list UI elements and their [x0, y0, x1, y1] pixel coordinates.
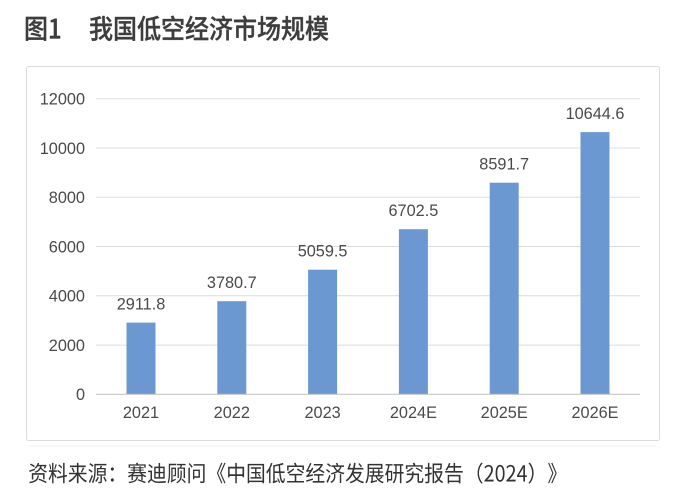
svg-text:2021: 2021 [123, 404, 159, 422]
svg-text:4000: 4000 [49, 288, 85, 306]
svg-text:5059.5: 5059.5 [298, 243, 348, 261]
svg-text:2026E: 2026E [571, 404, 618, 422]
svg-text:8591.7: 8591.7 [479, 156, 529, 174]
svg-text:2025E: 2025E [481, 404, 528, 422]
svg-text:2023: 2023 [304, 404, 340, 422]
svg-text:8000: 8000 [49, 189, 85, 207]
svg-text:10644.6: 10644.6 [566, 105, 625, 123]
svg-text:3780.7: 3780.7 [207, 274, 257, 292]
svg-text:2024E: 2024E [390, 404, 437, 422]
svg-text:2000: 2000 [49, 337, 85, 355]
svg-text:2911.8: 2911.8 [117, 296, 166, 314]
svg-text:6702.5: 6702.5 [388, 202, 438, 220]
svg-text:12000: 12000 [40, 91, 85, 109]
svg-text:0: 0 [76, 386, 85, 404]
svg-text:10000: 10000 [40, 140, 85, 158]
svg-text:6000: 6000 [49, 238, 85, 256]
svg-text:2022: 2022 [214, 404, 250, 422]
